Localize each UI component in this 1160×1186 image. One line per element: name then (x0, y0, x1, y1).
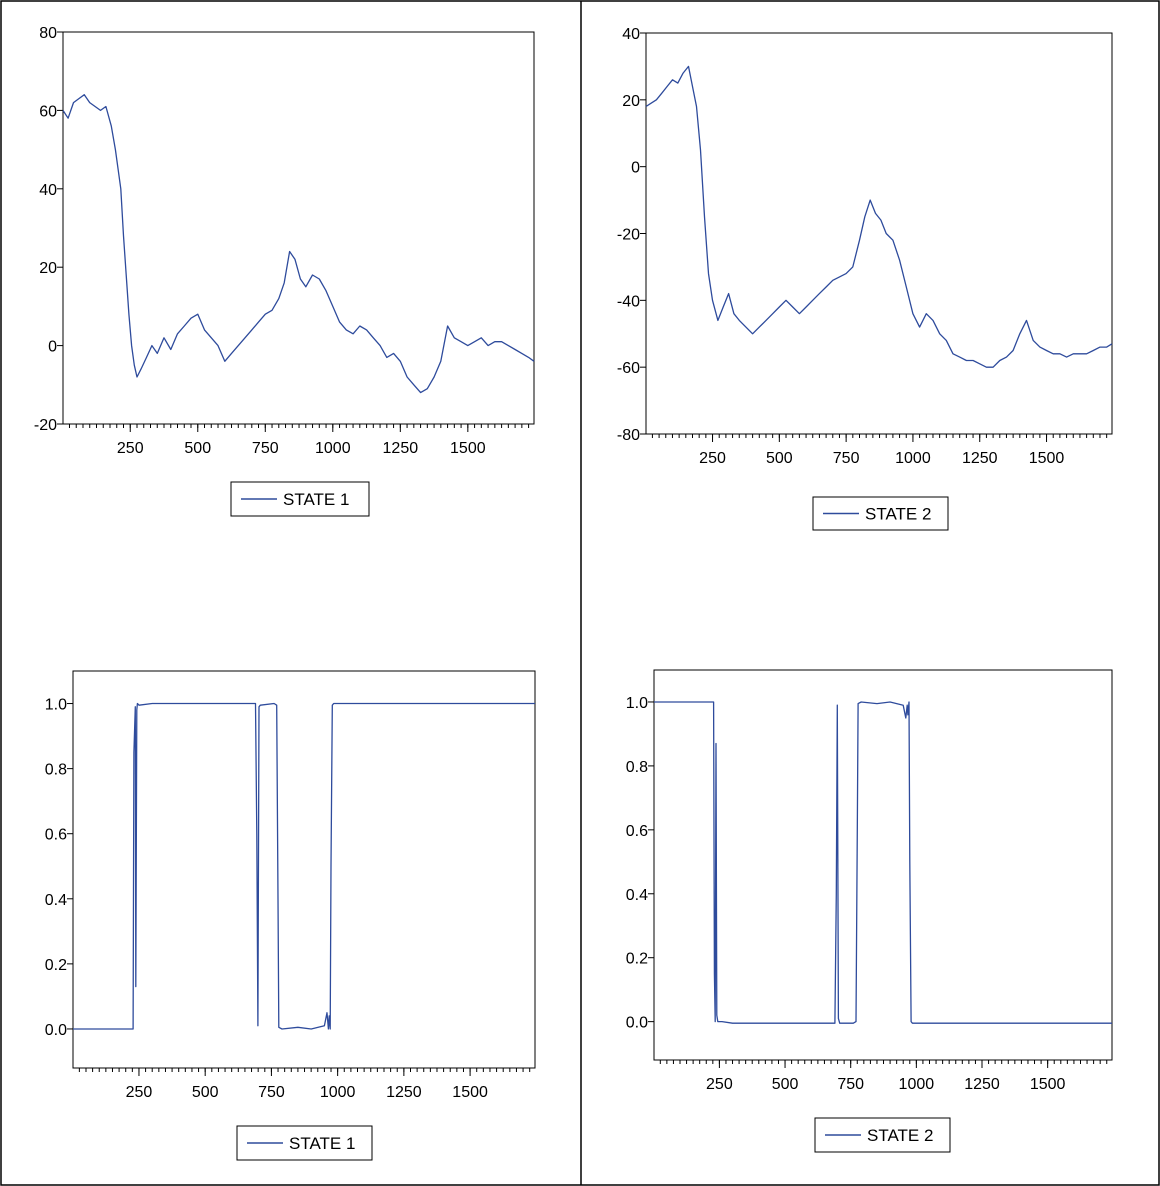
x-tick-label: 1000 (320, 1084, 356, 1101)
y-tick-label: 0.2 (45, 957, 67, 974)
chart-top-right: -80 -60 -40 -20 0 20 40 250 500 750 1000 1250 1500 ST… (617, 26, 1113, 531)
y-tick-label: 1.0 (626, 695, 648, 712)
x-tick-label: 1500 (452, 1084, 488, 1101)
x-tick-label: 500 (766, 450, 793, 467)
legend-label: STATE 2 (865, 505, 931, 524)
y-tick-label: 0.0 (45, 1022, 67, 1039)
y-tick-label: 0.6 (626, 823, 648, 840)
y-tick-label: 1.0 (45, 697, 67, 714)
x-tick-label: 250 (126, 1084, 153, 1101)
x-tick-label: 1000 (899, 1076, 935, 1093)
chart-bottom-right: 0.0 0.2 0.4 0.6 0.8 1.0 250 500 750 1000 1250 1500 S… (626, 669, 1113, 1153)
x-tick-label: 1500 (1029, 450, 1065, 467)
x-tick-label: 250 (699, 450, 726, 467)
y-tick-label: -20 (34, 417, 57, 434)
plot-frame (62, 31, 535, 425)
x-tick-label: 250 (706, 1076, 733, 1093)
series-line (654, 701, 1112, 1024)
y-tick-label: 0.2 (626, 951, 648, 968)
y-tick-label: -60 (617, 360, 640, 377)
x-tick-label: 750 (258, 1084, 285, 1101)
chart-bottom-left: 0.0 0.2 0.4 0.6 0.8 1.0 250 500 750 1000 1250 1500 S… (45, 670, 536, 1161)
y-tick-label: 0 (631, 160, 640, 177)
y-tick-label: 40 (39, 182, 57, 199)
chart-top-left: -20 0 20 40 60 80 250 500 750 1000 1250 1500 STATE 1 (34, 25, 535, 517)
y-tick-label: 20 (622, 93, 640, 110)
series-line (645, 65, 1113, 368)
x-tick-label: 500 (772, 1076, 799, 1093)
plot-frame (72, 670, 536, 1069)
y-tick-label: 0 (48, 339, 57, 356)
legend-label: STATE 1 (289, 1134, 355, 1153)
x-tick-label: 1000 (315, 440, 351, 457)
series-line (62, 94, 535, 394)
y-tick-label: 0.8 (626, 759, 648, 776)
y-tick-label: 20 (39, 260, 57, 277)
y-tick-label: 0.8 (45, 762, 67, 779)
y-tick-label: 60 (39, 103, 57, 120)
y-tick-label: 0.4 (626, 887, 648, 904)
y-tick-label: 40 (622, 26, 640, 43)
y-tick-label: 0.6 (45, 827, 67, 844)
y-tick-label: 0.0 (626, 1015, 648, 1032)
x-tick-label: 250 (117, 440, 144, 457)
x-tick-label: 750 (252, 440, 279, 457)
legend-label: STATE 1 (283, 490, 349, 509)
legend-label: STATE 2 (867, 1126, 933, 1145)
y-tick-label: -40 (617, 293, 640, 310)
y-tick-label: -20 (617, 227, 640, 244)
x-tick-label: 500 (192, 1084, 219, 1101)
y-tick-label: 0.4 (45, 892, 67, 909)
plot-frame (645, 32, 1113, 435)
x-tick-label: 750 (837, 1076, 864, 1093)
x-tick-label: 1000 (895, 450, 931, 467)
plot-frame (653, 669, 1113, 1061)
x-tick-label: 1250 (383, 440, 419, 457)
x-tick-label: 1500 (450, 440, 486, 457)
series-line (73, 702, 535, 1030)
x-tick-label: 1500 (1030, 1076, 1066, 1093)
x-tick-label: 1250 (962, 450, 998, 467)
x-tick-label: 1250 (964, 1076, 1000, 1093)
x-tick-label: 1250 (386, 1084, 422, 1101)
y-tick-label: -80 (617, 427, 640, 444)
x-tick-label: 500 (184, 440, 211, 457)
y-tick-label: 80 (39, 25, 57, 42)
x-tick-label: 750 (833, 450, 860, 467)
